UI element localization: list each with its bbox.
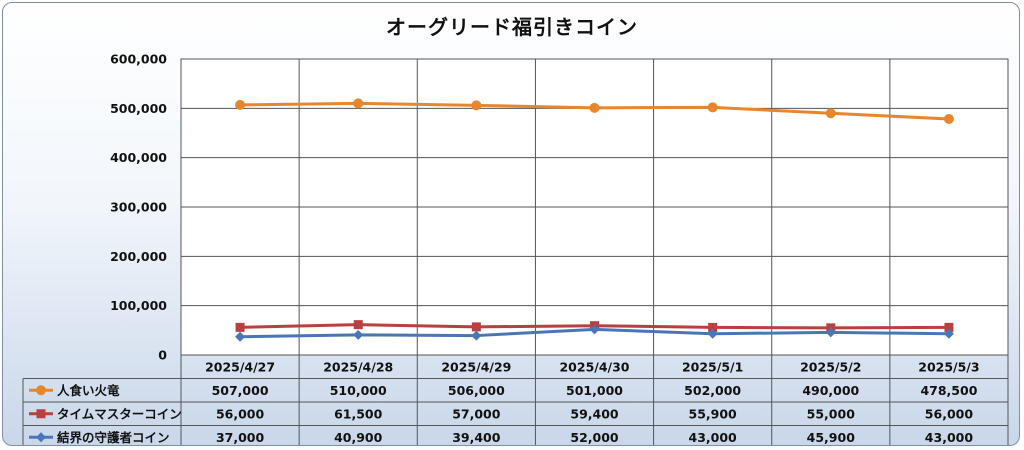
legend-marker: [36, 432, 46, 443]
table-cell: 61,500: [334, 406, 383, 421]
x-tick-label: 2025/4/28: [323, 360, 393, 375]
data-point: [471, 322, 481, 332]
data-point: [589, 324, 600, 335]
data-point: [589, 102, 600, 113]
table-cell: 478,500: [920, 383, 977, 398]
data-point: [825, 327, 836, 338]
data-point: [708, 322, 718, 332]
data-point: [944, 322, 954, 332]
line-chart: 0 100,000 200,000 300,000 400,000 500,000 600,…: [22, 52, 1009, 445]
table-cell: 490,000: [802, 383, 859, 398]
data-point: [353, 98, 364, 109]
x-tick-label: 2025/4/30: [559, 360, 629, 375]
y-tick-label: 500,000: [110, 101, 167, 116]
x-tick-label: 2025/5/2: [800, 360, 861, 375]
data-point: [353, 320, 363, 330]
table-cell: 502,000: [684, 383, 741, 398]
data-point: [825, 108, 836, 119]
y-tick-label: 100,000: [110, 298, 167, 313]
legend-marker: [36, 385, 46, 396]
y-tick-label: 400,000: [110, 150, 167, 165]
table-cell: 55,000: [807, 406, 856, 421]
table-cell: 43,000: [925, 430, 974, 445]
legend-entry: タイムマスターコイン: [57, 406, 182, 421]
y-tick-label: 0: [158, 348, 167, 363]
table-cell: 43,000: [689, 430, 738, 445]
data-point: [235, 331, 246, 342]
table-cell: 56,000: [216, 406, 265, 421]
data-point: [235, 322, 245, 332]
x-tick-label: 2025/5/3: [918, 360, 979, 375]
legend-entry: 人食い火竜: [57, 383, 120, 398]
legend-marker: [36, 409, 46, 419]
x-tick-label: 2025/4/29: [441, 360, 511, 375]
data-point: [353, 329, 364, 340]
x-tick-label: 2025/5/1: [682, 360, 743, 375]
table-cell: 501,000: [566, 383, 623, 398]
data-point: [471, 100, 482, 111]
table-cell: 506,000: [448, 383, 505, 398]
data-point: [707, 102, 718, 113]
data-point: [943, 328, 954, 339]
y-tick-label: 600,000: [110, 52, 167, 67]
data-point: [943, 113, 954, 124]
table-cell: 59,400: [570, 406, 619, 421]
data-point: [235, 99, 246, 110]
table-cell: 37,000: [216, 430, 265, 445]
chart-title: オーグリード福引きコイン: [386, 15, 638, 39]
data-point: [471, 330, 482, 341]
table-cell: 55,900: [689, 406, 738, 421]
table-cell: 39,400: [452, 430, 501, 445]
table-cell: 507,000: [212, 383, 269, 398]
table-cell: 56,000: [925, 406, 974, 421]
legend-entry: 結界の守護者コイン: [57, 430, 170, 445]
y-tick-label: 300,000: [110, 200, 167, 215]
table-cell: 45,900: [807, 430, 856, 445]
y-tick-label: 200,000: [110, 249, 167, 264]
data-point: [707, 328, 718, 339]
table-cell: 510,000: [330, 383, 387, 398]
table-cell: 57,000: [452, 406, 501, 421]
table-cell: 40,900: [334, 430, 383, 445]
table-cell: 52,000: [570, 430, 619, 445]
x-tick-label: 2025/4/27: [205, 360, 275, 375]
